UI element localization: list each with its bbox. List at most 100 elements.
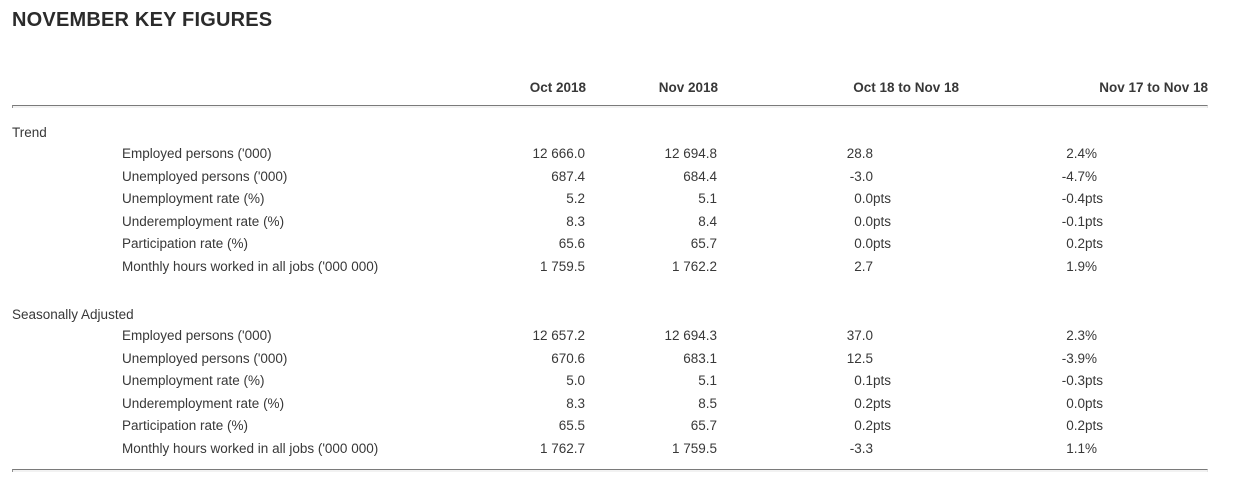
cell-mom-change-unit: pts	[873, 191, 892, 206]
cell-oct-2018: 12 666.0	[532, 146, 585, 161]
cell-nov-2018: 5.1	[698, 191, 717, 206]
row-label: Unemployed persons ('000)	[122, 350, 288, 366]
cell-yoy-change-value: 1.1	[1066, 440, 1085, 456]
cell-mom-change-value: 37.0	[846, 328, 873, 343]
table-row: Monthly hours worked in all jobs ('000 0…	[12, 438, 1208, 461]
cell-mom-change-value: 2.7	[854, 258, 873, 274]
cell-yoy-change-unit: pts	[1085, 191, 1104, 206]
table-row: Participation rate (%) 65.5 65.7 0.2 pts…	[12, 415, 1208, 438]
cell-mom-change-unit	[873, 166, 910, 189]
cell-yoy-change-unit: pts	[1085, 213, 1104, 229]
table-row: Participation rate (%) 65.6 65.7 0.0 pts…	[12, 233, 1208, 256]
cell-yoy-change-unit: %	[1085, 440, 1098, 456]
row-label: Unemployment rate (%)	[122, 191, 265, 206]
cell-mom-change-value: 0.2	[854, 418, 873, 433]
table-row: Employed persons ('000) 12 666.0 12 694.…	[12, 143, 1208, 166]
table-row: Underemployment rate (%) 8.3 8.5 0.2 pts…	[12, 393, 1208, 416]
cell-yoy-change-unit: pts	[1085, 373, 1104, 388]
section-label-seasonally-adjusted: Seasonally Adjusted	[12, 307, 134, 322]
cell-nov-2018: 5.1	[698, 373, 717, 388]
cell-yoy-change-value: 2.3	[1066, 328, 1085, 343]
row-label: Employed persons ('000)	[122, 146, 272, 161]
cell-nov-2018: 683.1	[683, 350, 717, 366]
cell-oct-2018: 5.0	[566, 373, 585, 388]
cell-nov-2018: 12 694.3	[664, 328, 717, 343]
cell-mom-change-value: 0.2	[854, 395, 873, 411]
cell-mom-change-unit: pts	[873, 236, 892, 251]
cell-yoy-change-unit: %	[1085, 350, 1098, 366]
row-label: Participation rate (%)	[122, 236, 249, 251]
cell-yoy-change-value: 0.0	[1066, 395, 1085, 411]
cell-mom-change-value: 0.0	[854, 236, 873, 251]
cell-nov-2018: 8.5	[698, 395, 717, 411]
cell-yoy-change-unit: %	[1085, 168, 1098, 184]
cell-mom-change-unit: pts	[873, 213, 892, 229]
cell-mom-change-unit	[873, 438, 910, 461]
table-row: Unemployment rate (%) 5.2 5.1 0.0 pts -0…	[12, 188, 1208, 211]
column-header-oct18-to-nov18: Oct 18 to Nov 18	[853, 80, 959, 95]
cell-mom-change-unit	[873, 143, 910, 166]
cell-nov-2018: 12 694.8	[664, 146, 717, 161]
bottom-rule	[12, 469, 1208, 472]
cell-oct-2018: 1 759.5	[539, 258, 585, 274]
section-label-trend: Trend	[12, 125, 47, 140]
cell-oct-2018: 8.3	[566, 395, 585, 411]
cell-yoy-change-value: -3.9	[1061, 350, 1085, 366]
cell-oct-2018: 12 657.2	[532, 328, 585, 343]
cell-mom-change-value: 12.5	[846, 350, 873, 366]
cell-yoy-change-value: 0.2	[1066, 236, 1085, 251]
cell-yoy-change-unit: pts	[1085, 395, 1104, 411]
key-figures-table: Oct 2018 Nov 2018 Oct 18 to Nov 18 Nov 1…	[12, 80, 1208, 472]
page-title: NOVEMBER KEY FIGURES	[12, 9, 273, 31]
cell-yoy-change-value: -0.3	[1061, 373, 1085, 388]
row-label: Unemployed persons ('000)	[122, 168, 288, 184]
cell-nov-2018: 65.7	[690, 418, 717, 433]
cell-mom-change-unit	[873, 325, 910, 348]
cell-mom-change-unit	[873, 348, 910, 371]
column-header-nov17-to-nov18: Nov 17 to Nov 18	[1099, 80, 1208, 95]
cell-yoy-change-unit: pts	[1085, 418, 1104, 433]
cell-mom-change-value: 0.1	[854, 373, 873, 388]
cell-nov-2018: 1 762.2	[671, 258, 717, 274]
cell-yoy-change-value: -4.7	[1061, 168, 1085, 184]
cell-yoy-change-unit: %	[1085, 258, 1098, 274]
cell-mom-change-value: -3.0	[849, 168, 873, 184]
column-header-empty	[12, 80, 443, 95]
cell-yoy-change-unit: pts	[1085, 236, 1104, 251]
cell-yoy-change-value: 1.9	[1066, 258, 1085, 274]
column-header-row: Oct 2018 Nov 2018 Oct 18 to Nov 18 Nov 1…	[12, 80, 1208, 95]
cell-oct-2018: 8.3	[566, 213, 585, 229]
cell-mom-change-unit: pts	[873, 418, 892, 433]
header-rule	[12, 105, 1208, 108]
row-label: Underemployment rate (%)	[122, 213, 285, 229]
cell-yoy-change-unit: %	[1085, 328, 1098, 343]
cell-yoy-change-value: 2.4	[1066, 146, 1085, 161]
table-row: Unemployed persons ('000) 670.6 683.1 12…	[12, 348, 1208, 371]
cell-oct-2018: 687.4	[551, 168, 585, 184]
cell-oct-2018: 670.6	[551, 350, 585, 366]
row-label: Monthly hours worked in all jobs ('000 0…	[122, 258, 379, 274]
cell-mom-change-unit: pts	[873, 395, 892, 411]
cell-oct-2018: 5.2	[566, 191, 585, 206]
cell-yoy-change-value: 0.2	[1066, 418, 1085, 433]
cell-nov-2018: 8.4	[698, 213, 717, 229]
table-row: Unemployed persons ('000) 687.4 684.4 -3…	[12, 166, 1208, 189]
cell-mom-change-value: 28.8	[846, 146, 873, 161]
cell-yoy-change-value: -0.1	[1061, 213, 1085, 229]
table-row: Employed persons ('000) 12 657.2 12 694.…	[12, 325, 1208, 348]
cell-mom-change-value: 0.0	[854, 191, 873, 206]
cell-oct-2018: 1 762.7	[539, 440, 585, 456]
cell-yoy-change-value: -0.4	[1061, 191, 1085, 206]
table-row: Unemployment rate (%) 5.0 5.1 0.1 pts -0…	[12, 370, 1208, 393]
row-label: Monthly hours worked in all jobs ('000 0…	[122, 440, 379, 456]
cell-oct-2018: 65.5	[558, 418, 585, 433]
cell-nov-2018: 1 759.5	[671, 440, 717, 456]
cell-mom-change-value: -3.3	[849, 440, 873, 456]
row-label: Employed persons ('000)	[122, 328, 272, 343]
column-header-nov-2018: Nov 2018	[658, 80, 718, 95]
row-label: Participation rate (%)	[122, 418, 249, 433]
column-header-oct-2018: Oct 2018	[529, 80, 586, 95]
cell-mom-change-unit: pts	[873, 373, 892, 388]
cell-nov-2018: 65.7	[690, 236, 717, 251]
